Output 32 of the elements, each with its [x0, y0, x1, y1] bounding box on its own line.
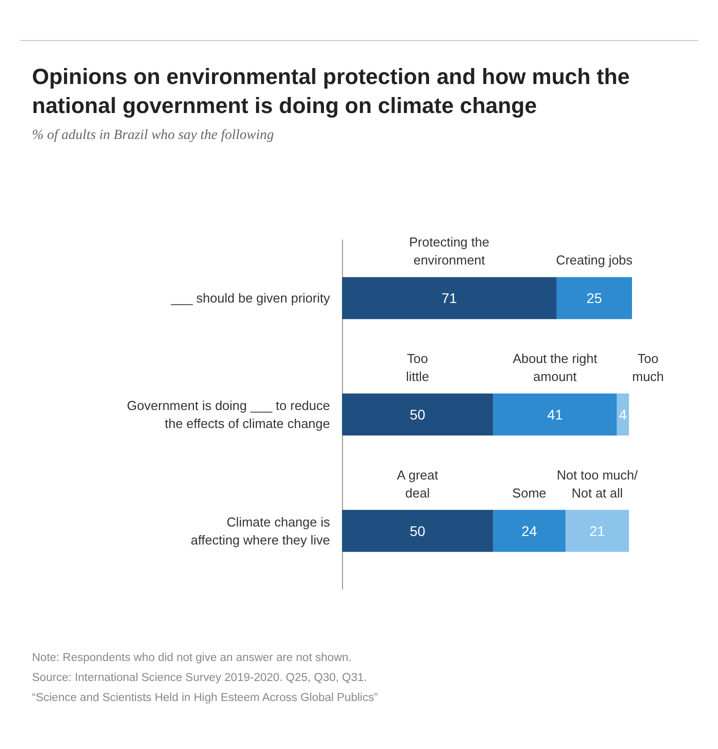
- text: “Science and Scientists Held in High Esteem Across Global Publics”: [32, 691, 378, 706]
- annotation: Some: [512, 485, 546, 500]
- bar: [342, 394, 494, 436]
- y-tick-label: ___ should be given priority: [170, 290, 330, 306]
- data-label: 50: [410, 522, 426, 539]
- y-tick-label: Climate change is affecting where they live: [190, 514, 330, 548]
- data-label: 41: [547, 406, 563, 422]
- text: Note: Respondents who did not give an answer are not shown.: [32, 651, 353, 666]
- annotation: Not too much/ Not at all: [556, 467, 638, 500]
- bar: [556, 277, 632, 320]
- data-label: 24: [522, 522, 538, 539]
- y-tick-label: Government is doing ___ to reduce the effects of climate change: [126, 398, 330, 431]
- annotation: About the right amount: [512, 351, 598, 384]
- text: Too much: [632, 351, 664, 384]
- bar: [616, 394, 629, 436]
- bar: [566, 510, 629, 552]
- chart-title: Opinions on environmental protection and how much the national government is doing on climate change: [32, 63, 631, 120]
- text: % of adults in Brazil who say the following: [32, 128, 274, 144]
- data-label: 25: [586, 290, 602, 306]
- data-label: 21: [589, 522, 606, 539]
- data-label: 4: [619, 406, 628, 422]
- bar: [493, 510, 566, 552]
- annotation: A great deal: [396, 467, 439, 500]
- bar: [493, 394, 617, 436]
- source-note: Source: International Science Survey 2019-2020. Q25, Q30, Q31.: [32, 671, 368, 686]
- data-label: 71: [441, 290, 458, 306]
- annotation: Protecting the environment: [409, 234, 490, 268]
- bar: [342, 277, 556, 320]
- annotation: Too little: [406, 351, 430, 384]
- annotation: Creating jobs: [556, 252, 634, 268]
- data-label: 50: [410, 406, 426, 422]
- bar: [342, 510, 494, 552]
